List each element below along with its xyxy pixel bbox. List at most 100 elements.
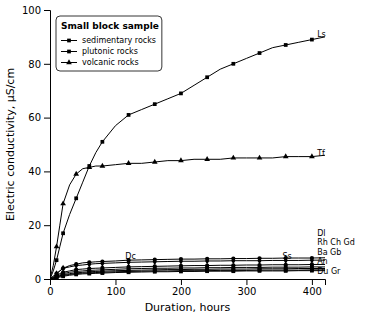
- marker: [283, 153, 289, 158]
- tick-mark: [44, 279, 50, 280]
- marker: [127, 270, 131, 274]
- y-axis-title: Electric conductivity, μS/cm: [4, 68, 17, 221]
- legend-title: Small block sample: [61, 21, 159, 31]
- line: [50, 155, 325, 279]
- marker: [152, 159, 158, 164]
- tick: 100: [22, 5, 50, 16]
- y-axis: 020406080100: [22, 5, 51, 285]
- tick: 400: [303, 279, 322, 297]
- tick-label: 20: [28, 220, 41, 231]
- series: [50, 153, 325, 279]
- marker: [50, 277, 52, 279]
- tick-label: 0: [47, 286, 53, 297]
- marker: [100, 260, 104, 267]
- tick: 60: [28, 112, 50, 123]
- marker: [205, 269, 209, 273]
- marker: [87, 272, 91, 276]
- annotation: Du Gr: [317, 267, 341, 276]
- marker: [50, 277, 52, 279]
- marker: [231, 269, 235, 273]
- marker: [73, 171, 79, 176]
- axis-line: [44, 11, 51, 280]
- annotation: Dc: [125, 252, 136, 261]
- marker: [127, 270, 131, 274]
- line: [50, 269, 325, 279]
- legend-label: sedimentary rocks: [82, 36, 156, 45]
- chart: 0100200300400020406080100Duration, hours…: [0, 0, 369, 317]
- tick: 100: [106, 279, 125, 297]
- tick-mark: [312, 279, 313, 285]
- tick-label: 200: [172, 286, 191, 297]
- marker: [258, 269, 262, 273]
- marker: [179, 269, 183, 273]
- annotation: Rh Ch Gd: [317, 238, 355, 247]
- marker: [257, 155, 263, 160]
- marker: [258, 51, 262, 55]
- tick: 300: [237, 279, 256, 297]
- tick-mark: [246, 279, 247, 285]
- line: [50, 37, 325, 279]
- marker: [231, 269, 235, 273]
- axis-line: [51, 280, 326, 286]
- line: [50, 267, 325, 279]
- tick-mark: [181, 279, 182, 285]
- plot: 0100200300400020406080100Duration, hours…: [4, 5, 355, 314]
- tick-mark: [44, 118, 50, 119]
- marker: [231, 62, 235, 66]
- series: [50, 262, 325, 279]
- line: [50, 271, 325, 279]
- marker: [87, 271, 91, 275]
- tick-label: 60: [28, 112, 41, 123]
- marker: [61, 274, 65, 278]
- series: [50, 267, 325, 279]
- series-group: [50, 37, 325, 279]
- marker: [101, 270, 105, 274]
- tick: 20: [28, 220, 50, 231]
- marker: [179, 258, 183, 265]
- marker: [179, 92, 183, 96]
- marker: [50, 276, 52, 279]
- legend-item: volcanic rocks: [61, 58, 139, 67]
- line: [50, 260, 325, 279]
- tick: 200: [172, 279, 191, 297]
- legend: Small block samplesedimentary rockspluto…: [56, 16, 162, 71]
- marker: [231, 257, 235, 264]
- marker: [230, 155, 236, 160]
- tick-label: 100: [106, 286, 125, 297]
- marker: [101, 140, 105, 144]
- legend-item: sedimentary rocks: [61, 36, 156, 45]
- marker: [126, 160, 132, 165]
- marker: [309, 153, 315, 158]
- series: [50, 37, 325, 279]
- marker: [153, 258, 157, 265]
- marker: [61, 231, 65, 235]
- marker: [179, 270, 183, 274]
- tick-mark: [44, 64, 50, 65]
- marker: [178, 157, 184, 162]
- marker: [310, 38, 314, 42]
- tick: 40: [28, 166, 50, 177]
- tick-mark: [44, 10, 50, 11]
- series: [50, 268, 325, 279]
- annotation: Ba Gb: [317, 248, 341, 257]
- annotation: Tf: [316, 149, 325, 158]
- marker: [86, 164, 92, 169]
- annotation: Ss: [282, 252, 291, 261]
- marker: [61, 274, 65, 278]
- marker: [205, 269, 209, 273]
- tick-label: 400: [303, 286, 322, 297]
- marker: [50, 277, 52, 279]
- tick-label: 300: [237, 286, 256, 297]
- marker: [205, 75, 209, 79]
- marker: [284, 43, 288, 47]
- annotation: Ls: [317, 30, 326, 39]
- marker: [60, 200, 66, 205]
- marker: [284, 269, 288, 273]
- tick-label: 40: [28, 166, 41, 177]
- marker: [153, 102, 157, 106]
- legend-box: [56, 16, 162, 71]
- marker: [258, 268, 262, 272]
- legend-label: volcanic rocks: [82, 58, 139, 67]
- annotation: An: [317, 257, 328, 266]
- marker: [50, 277, 52, 279]
